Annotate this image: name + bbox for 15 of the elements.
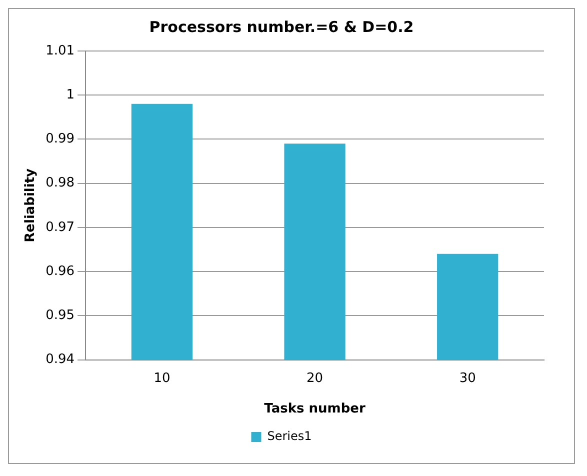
y-tick-label: 0.97 [46,220,75,235]
x-tick-label: 20 [306,370,324,386]
y-axis-title: Reliability [23,168,38,242]
x-tick-label: 10 [154,370,170,386]
legend-label: Series1 [267,429,312,444]
y-tick-label: 1.01 [46,43,75,58]
y-tick-label: 0.99 [46,132,75,147]
y-tick-label: 0.94 [46,352,75,368]
x-axis-title: Tasks number [264,402,366,417]
y-tick-label: 0.95 [46,308,75,324]
chart-title: Processors number.=6 & D=0.2 [149,18,414,36]
y-tick-label: 0.96 [46,264,75,279]
x-tick-label: 30 [459,370,476,386]
y-tick-label: 1 [66,87,75,102]
y-tick-label: 0.98 [46,176,75,191]
